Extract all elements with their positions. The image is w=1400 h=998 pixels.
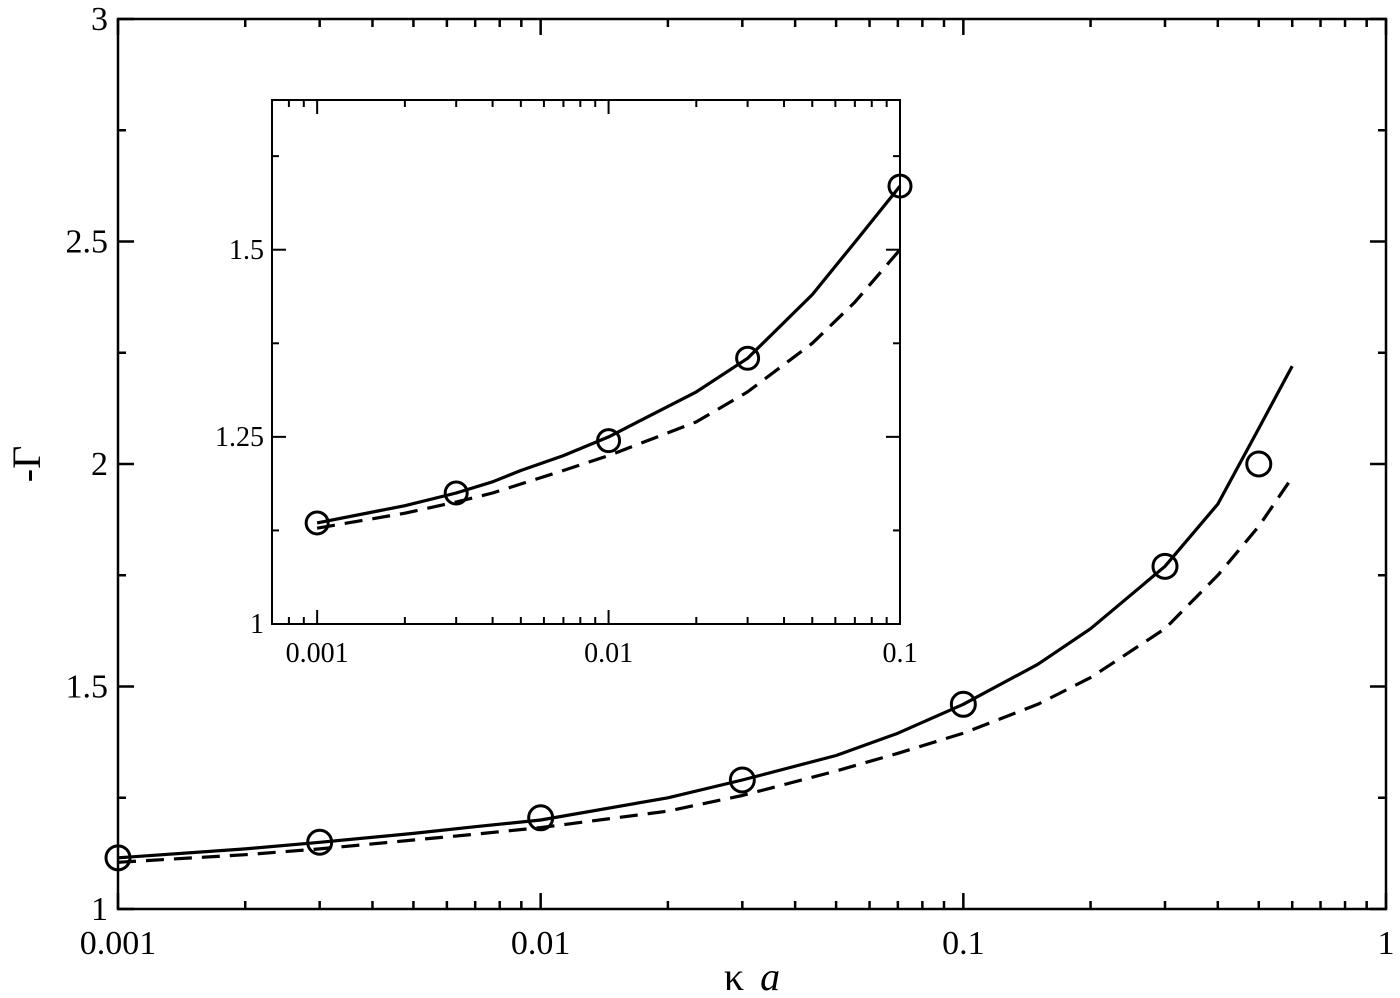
inset-y-tick-label: 1.5 [229, 235, 264, 266]
inset-y-tick-label: 1 [250, 609, 264, 640]
main-x-tick-label: 1 [1378, 925, 1395, 962]
main-data-point [1151, 552, 1179, 580]
inset-y-tick-label: 1.25 [215, 422, 264, 453]
main-tick-labels: 1 1.5 2 2.5 3 0.001 0.01 0.1 1 [66, 1, 1395, 962]
inset-plot: 1 1.25 1.5 0.001 0.01 0.1 [215, 99, 918, 669]
inset-plot-background [272, 100, 900, 624]
inset-data-point [596, 428, 622, 454]
main-series-solid-line [117, 365, 1294, 860]
main-y-tick-label: 1.5 [66, 669, 109, 706]
inset-x-tick-label: 0.01 [584, 638, 633, 669]
inset-series-dashed-line [316, 248, 902, 530]
main-data-point [949, 690, 977, 718]
y-axis-title: -Γ [4, 446, 49, 482]
main-data-point [527, 804, 555, 832]
inset-data-point [735, 345, 761, 371]
main-data-point [728, 766, 756, 794]
inset-data-point [887, 173, 913, 199]
main-x-tick-label: 0.01 [511, 925, 571, 962]
inset-x-tick-label: 0.001 [286, 638, 349, 669]
inset-data-point [443, 480, 469, 506]
main-y-tick-label: 2 [91, 446, 108, 483]
x-axis-title-italic: a [760, 954, 780, 998]
main-series-dashed-line [117, 476, 1294, 864]
main-data-point [306, 828, 334, 856]
inset-series [304, 173, 913, 536]
x-axis-title: κ a [724, 954, 780, 998]
inset-ticks [271, 100, 901, 625]
inset-data-point [304, 510, 330, 536]
inset-series-solid-line [316, 185, 902, 525]
inset-plot-frame [271, 99, 901, 625]
main-y-tick-label: 1 [91, 891, 108, 928]
x-axis-title-symbol: κ [724, 954, 744, 998]
main-series [104, 365, 1294, 872]
main-data-point [104, 844, 132, 872]
inset-x-tick-label: 0.1 [883, 638, 918, 669]
main-plot: 1 1.5 2 2.5 3 0.001 0.01 0.1 1 κ a -Γ [4, 1, 1395, 998]
main-y-tick-label: 3 [91, 1, 108, 38]
main-x-tick-label: 0.001 [80, 925, 157, 962]
inset-tick-labels: 1 1.25 1.5 0.001 0.01 0.1 [215, 235, 918, 669]
main-ticks [116, 17, 1388, 911]
main-x-tick-label: 0.1 [942, 925, 985, 962]
main-data-point [1245, 450, 1273, 478]
main-y-tick-label: 2.5 [66, 224, 109, 261]
